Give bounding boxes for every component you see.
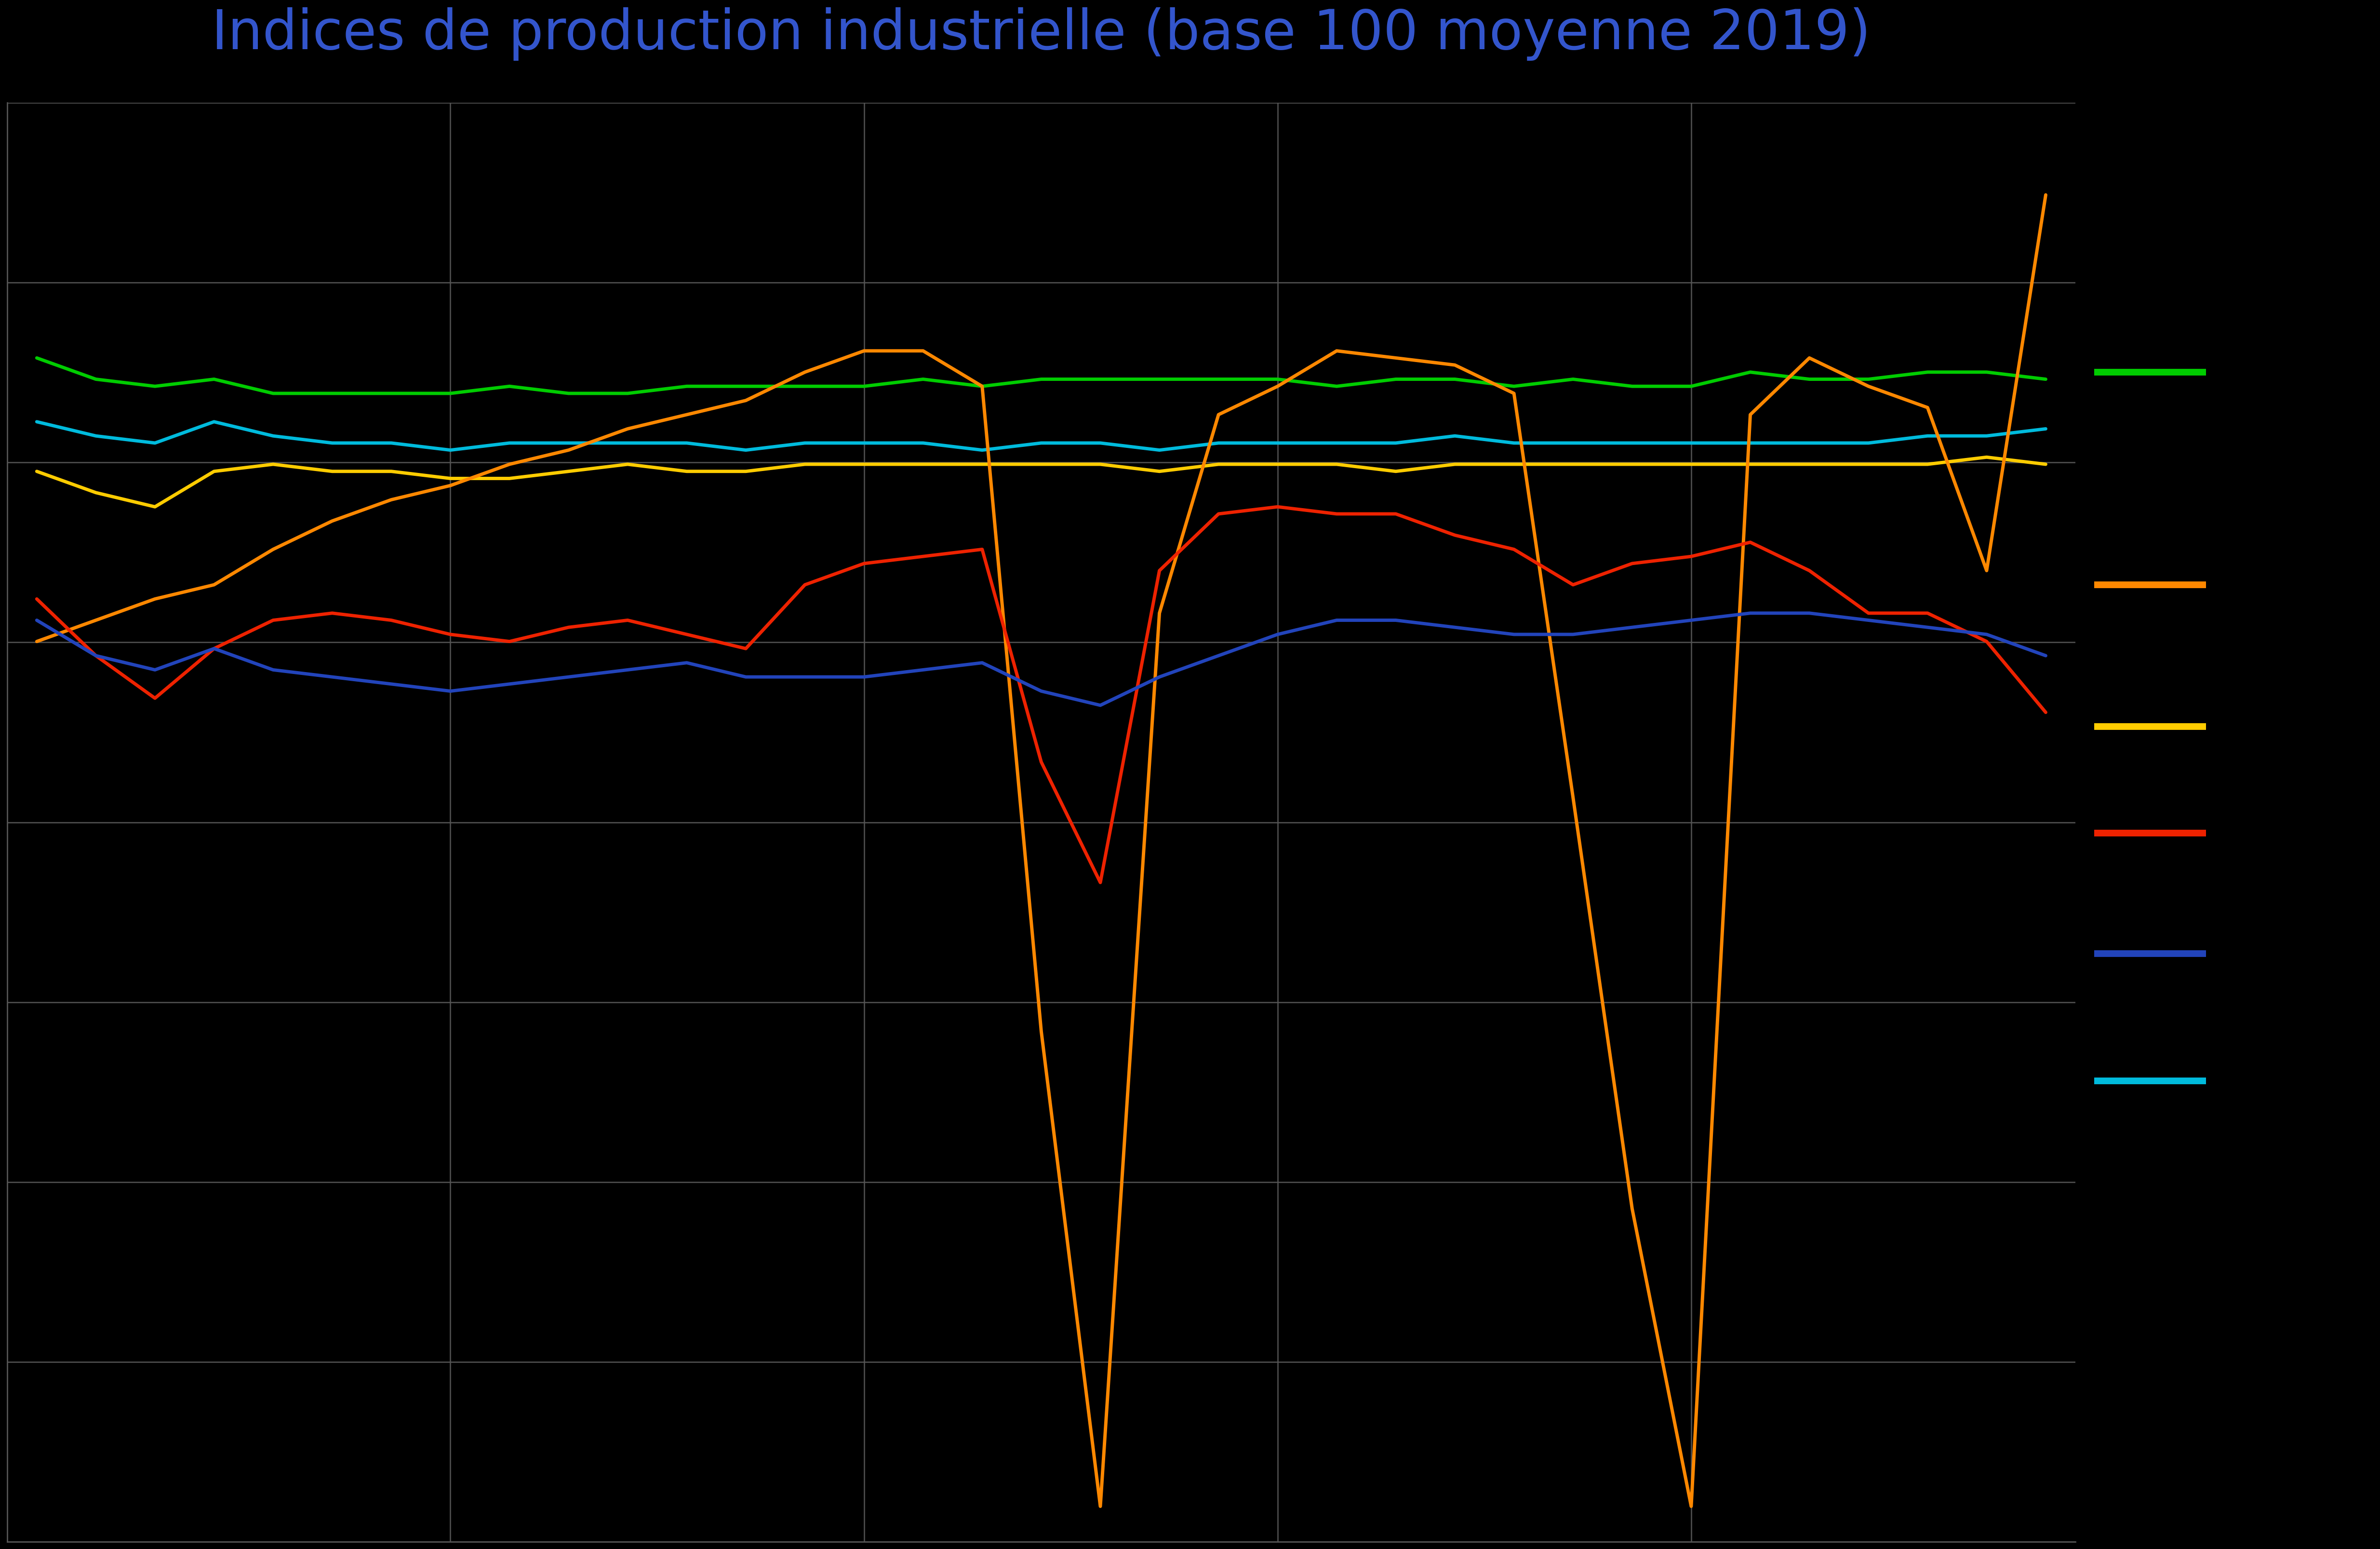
Title: Indices de production industrielle (base 100 moyenne 2019): Indices de production industrielle (base…	[212, 8, 1871, 60]
